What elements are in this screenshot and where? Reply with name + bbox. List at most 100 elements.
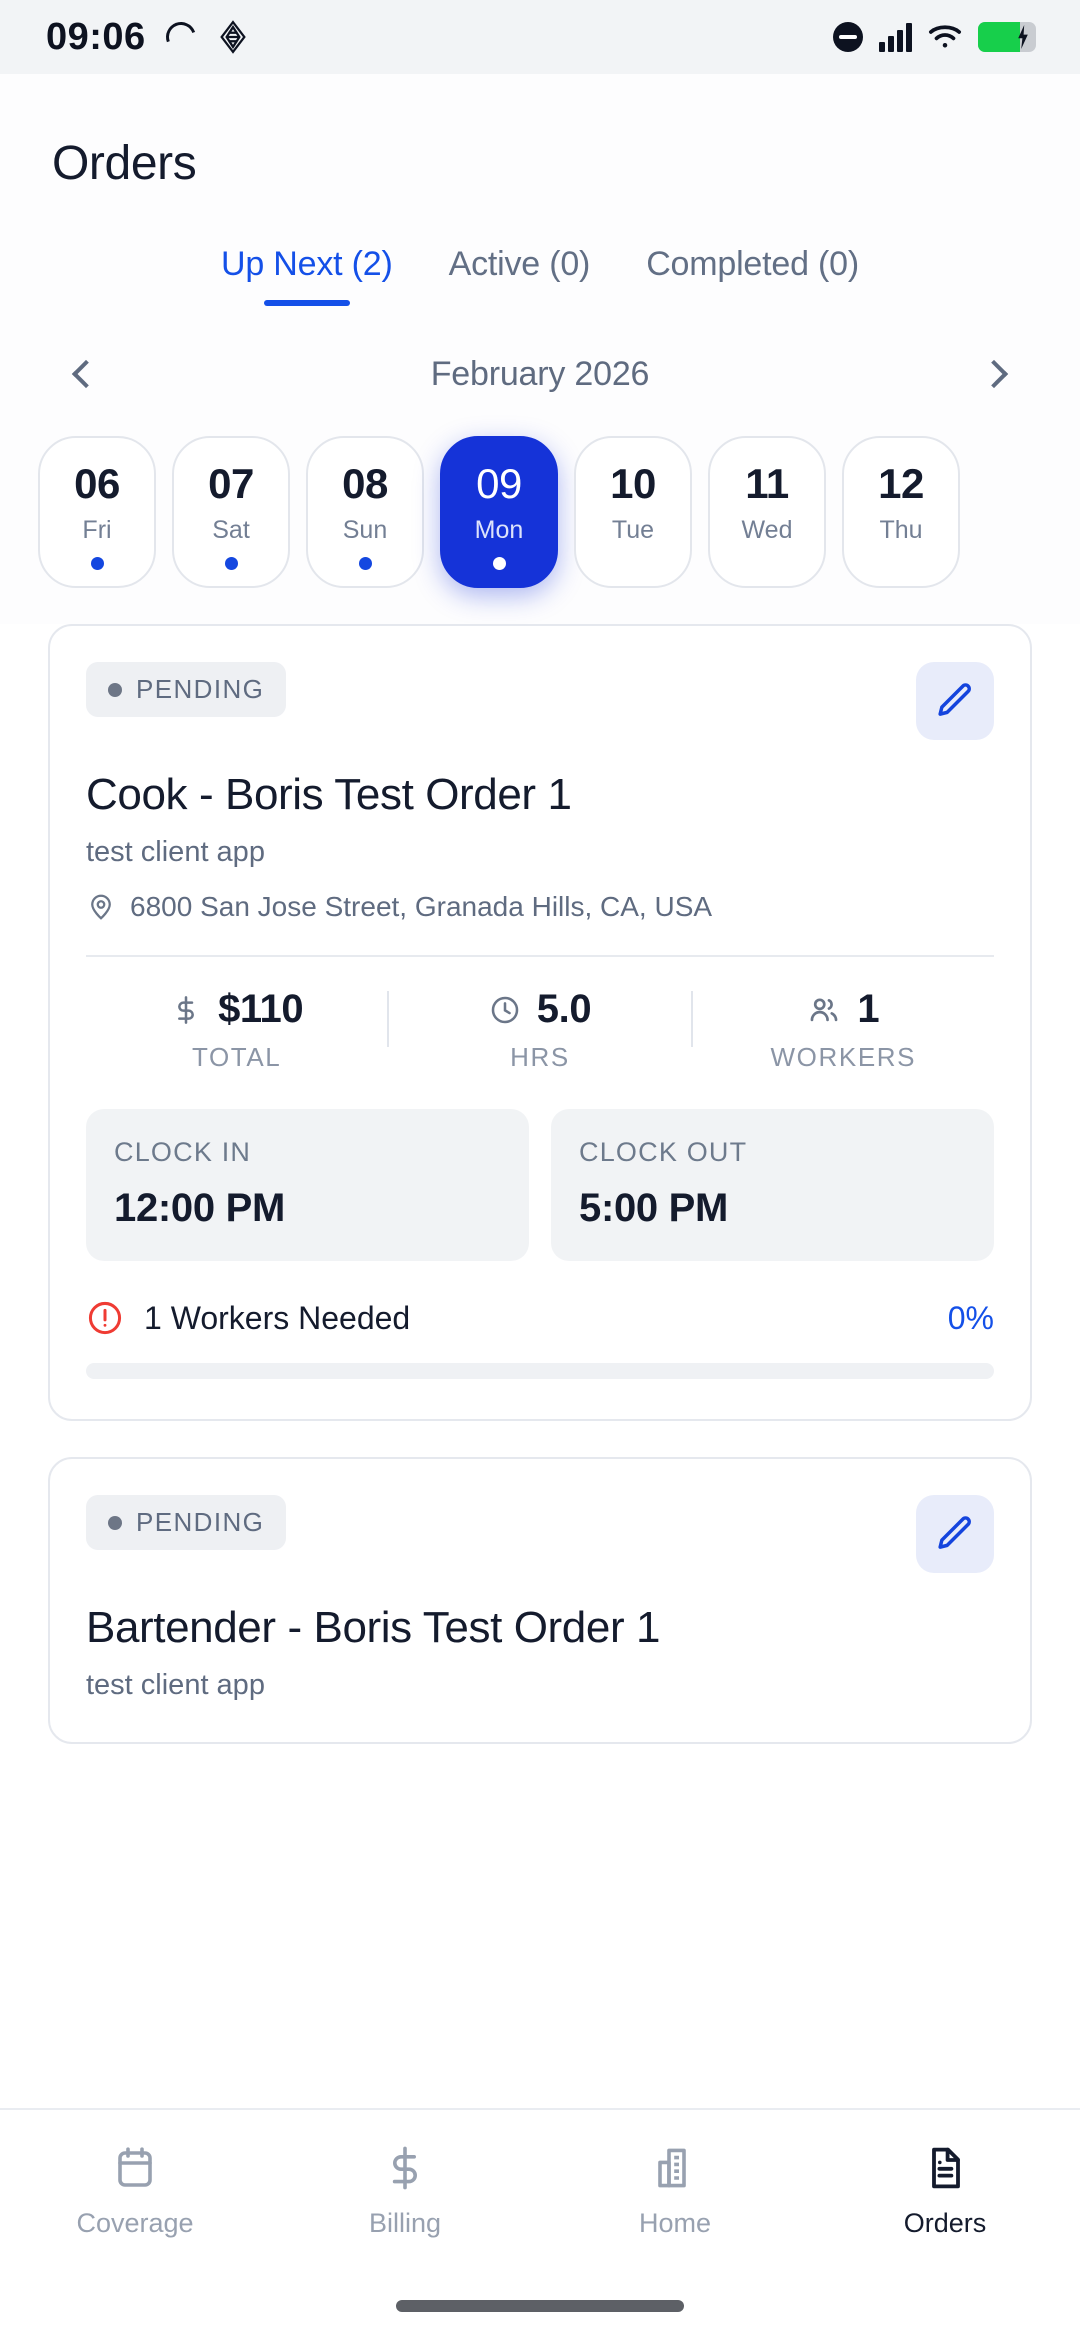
loading-spinner-icon <box>160 17 201 57</box>
workers-needed-row: 1 Workers Needed 0% <box>86 1299 994 1337</box>
status-bar-right <box>833 22 1036 52</box>
date-weekday: Mon <box>474 516 524 544</box>
order-address-row: 6800 San Jose Street, Granada Hills, CA,… <box>86 891 994 923</box>
home-indicator <box>396 2300 684 2312</box>
document-icon <box>932 2147 960 2189</box>
date-number: 11 <box>745 460 789 507</box>
status-time: 09:06 <box>46 15 146 58</box>
date-number: 09 <box>476 460 522 507</box>
stat-hours: 5.0 HRS <box>389 987 690 1073</box>
date-number: 08 <box>342 460 388 507</box>
clock-times: CLOCK IN 12:00 PM CLOCK OUT 5:00 PM <box>86 1109 994 1261</box>
cellular-signal-icon <box>879 22 912 52</box>
stat-total: $110 TOTAL <box>86 987 387 1073</box>
date-weekday: Thu <box>879 516 923 544</box>
clock-icon <box>491 996 519 1023</box>
clock-in-value: 12:00 PM <box>114 1186 286 1230</box>
order-title: Bartender - Boris Test Order 1 <box>86 1603 661 1652</box>
nav-item-billing[interactable]: Billing <box>270 2144 540 2239</box>
order-client: test client app <box>86 1669 265 1701</box>
edit-order-button[interactable] <box>916 662 994 740</box>
status-dot-icon <box>108 1515 122 1530</box>
date-number: 06 <box>74 460 120 507</box>
clock-out-box[interactable]: CLOCK OUT 5:00 PM <box>551 1109 994 1261</box>
fill-percent: 0% <box>947 1299 994 1336</box>
battery-charging-icon <box>978 22 1036 52</box>
stat-value: 5.0 <box>536 987 592 1031</box>
date-weekday: Fri <box>82 516 112 544</box>
order-client: test client app <box>86 836 265 868</box>
tab-active[interactable]: Active (0) <box>421 245 619 306</box>
order-title: Cook - Boris Test Order 1 <box>86 770 572 819</box>
map-pin-icon <box>91 894 111 920</box>
nav-item-orders[interactable]: Orders <box>810 2144 1080 2239</box>
stat-value: 1 <box>857 987 880 1031</box>
date-weekday: Sun <box>342 516 388 544</box>
stat-separator <box>690 991 693 1047</box>
order-tabs: Up Next (2) Active (0) Completed (0) <box>0 191 1080 306</box>
pencil-icon <box>938 683 971 716</box>
date-event-dot <box>224 557 238 570</box>
dollar-icon <box>178 995 194 1024</box>
bottom-navigation: Coverage Billing Home Orders <box>0 2108 1080 2340</box>
clock-in-box[interactable]: CLOCK IN 12:00 PM <box>86 1109 529 1261</box>
date-pill-10[interactable]: 10 Tue <box>574 436 692 588</box>
status-badge: PENDING <box>86 662 287 717</box>
tab-completed[interactable]: Completed (0) <box>618 245 887 306</box>
nav-label: Coverage <box>76 2208 194 2238</box>
card-divider <box>86 955 994 957</box>
date-pill-11[interactable]: 11 Wed <box>708 436 826 588</box>
stat-label: TOTAL <box>191 1042 282 1072</box>
status-dot-icon <box>108 682 122 697</box>
date-pill-12[interactable]: 12 Thu <box>842 436 960 588</box>
nav-item-coverage[interactable]: Coverage <box>0 2144 270 2239</box>
date-event-dot <box>90 557 104 570</box>
date-pill-08[interactable]: 08 Sun <box>306 436 424 588</box>
date-event-dot <box>492 557 506 570</box>
page-header: Orders Up Next (2) Active (0) Completed … <box>0 74 1080 624</box>
date-weekday: Sat <box>212 516 250 544</box>
prev-month-button[interactable] <box>62 350 110 398</box>
do-not-disturb-icon <box>833 22 863 52</box>
workers-needed-label: 1 Workers Needed <box>144 1299 411 1336</box>
stat-label: HRS <box>510 1042 570 1072</box>
date-pill-06[interactable]: 06 Fri <box>38 436 156 588</box>
order-stats: $110 TOTAL 5.0 HRS <box>86 987 994 1073</box>
clock-out-value: 5:00 PM <box>579 1186 729 1230</box>
fill-progress-bar <box>86 1363 994 1379</box>
calendar-icon <box>118 2147 152 2187</box>
edit-order-button[interactable] <box>916 1495 994 1573</box>
order-card[interactable]: PENDING Bartender - Boris Test Order 1 t… <box>48 1457 1032 1744</box>
page-title: Orders <box>52 137 197 190</box>
status-badge-label: PENDING <box>136 1507 265 1537</box>
order-card[interactable]: PENDING Cook - Boris Test Order 1 test c… <box>48 624 1032 1421</box>
people-icon <box>811 997 838 1021</box>
date-number: 07 <box>208 460 254 507</box>
clock-out-label: CLOCK OUT <box>579 1137 748 1167</box>
nav-label: Orders <box>903 2208 987 2238</box>
status-badge-label: PENDING <box>136 674 265 704</box>
status-badge: PENDING <box>86 1495 287 1550</box>
date-weekday: Tue <box>611 516 655 544</box>
tab-up-next[interactable]: Up Next (2) <box>193 245 421 306</box>
dollar-icon <box>392 2146 417 2190</box>
status-bar-left: 09:06 <box>46 16 250 59</box>
order-card-header: PENDING <box>86 1495 994 1573</box>
status-bar: 09:06 <box>0 0 1080 74</box>
pencil-icon <box>938 1516 971 1549</box>
stat-label: WORKERS <box>770 1042 917 1072</box>
building-icon <box>658 2148 686 2188</box>
next-month-button[interactable] <box>970 350 1018 398</box>
nav-label: Billing <box>368 2208 442 2238</box>
date-weekday: Wed <box>741 516 793 544</box>
date-pill-07[interactable]: 07 Sat <box>172 436 290 588</box>
order-address: 6800 San Jose Street, Granada Hills, CA,… <box>130 891 713 922</box>
nav-item-home[interactable]: Home <box>540 2144 810 2239</box>
date-strip[interactable]: 06 Fri 07 Sat 08 Sun 09 Mon 10 Tue <box>0 398 1080 624</box>
month-navigation: February 2026 <box>0 306 1080 398</box>
stat-value: $110 <box>218 987 304 1031</box>
chevron-left-icon <box>71 359 101 389</box>
month-label: February 2026 <box>430 354 650 393</box>
date-pill-09[interactable]: 09 Mon <box>440 436 558 588</box>
chevron-right-icon <box>979 359 1009 389</box>
